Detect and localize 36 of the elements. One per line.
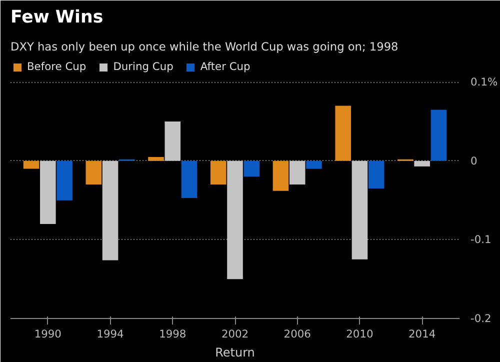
bar	[148, 156, 164, 161]
y-tick-label: 0	[470, 154, 478, 168]
bar	[210, 160, 226, 185]
x-tick-label: 2010	[346, 328, 374, 340]
bar	[86, 160, 102, 185]
bar	[368, 160, 384, 188]
x-tick-label: 1998	[159, 328, 186, 340]
bar	[227, 160, 243, 280]
chart-title: Few Wins	[10, 8, 104, 28]
bar	[414, 160, 430, 166]
bar	[102, 160, 118, 260]
y-tick-label: -0.2	[470, 312, 492, 325]
x-tick-label: 1990	[34, 328, 62, 340]
legend-label: During Cup	[113, 60, 174, 73]
x-tick-label: 2014	[408, 328, 436, 340]
x-tick-label: 1994	[96, 328, 124, 340]
bar	[23, 160, 40, 169]
chart-subtitle: DXY has only been up once while the World Cup was going on; 1998	[10, 40, 398, 54]
legend-label: Before Cup	[27, 60, 86, 73]
bar	[306, 160, 322, 169]
legend-label: After Cup	[200, 60, 250, 73]
bar	[430, 110, 447, 161]
bar	[272, 160, 289, 191]
bar	[181, 160, 198, 198]
bar	[335, 106, 351, 161]
bar	[244, 160, 260, 177]
x-tick-label: 2002	[221, 328, 249, 340]
bar	[352, 160, 368, 260]
bar	[56, 160, 72, 200]
bar	[164, 122, 181, 161]
y-tick-label: -0.1	[470, 233, 492, 246]
bar	[40, 160, 56, 224]
y-tick-label: 0.1%	[470, 76, 498, 89]
x-axis-title: Return	[215, 346, 255, 360]
bar	[289, 160, 306, 185]
x-tick-label: 2006	[284, 328, 312, 340]
